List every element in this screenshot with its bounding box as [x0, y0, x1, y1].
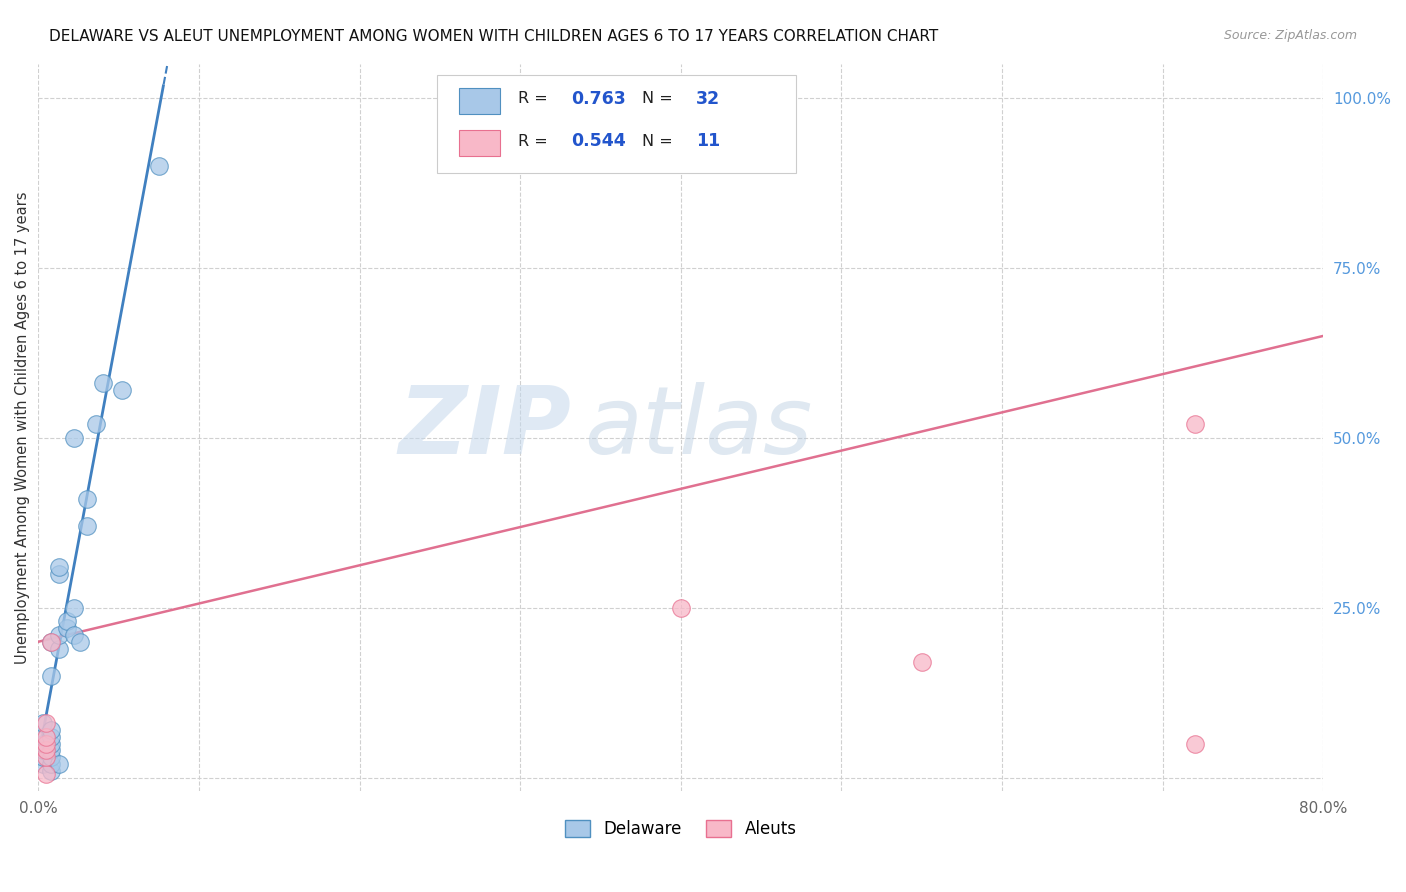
Text: 0.763: 0.763 — [572, 90, 626, 108]
Text: Source: ZipAtlas.com: Source: ZipAtlas.com — [1223, 29, 1357, 42]
Y-axis label: Unemployment Among Women with Children Ages 6 to 17 years: Unemployment Among Women with Children A… — [15, 192, 30, 664]
Point — [32, 737, 55, 751]
Point — [32, 716, 55, 731]
Point — [32, 757, 55, 772]
Point — [32, 743, 55, 757]
Text: ZIP: ZIP — [399, 382, 572, 474]
Bar — [458, 130, 499, 156]
Point — [39, 634, 62, 648]
Point — [56, 615, 79, 629]
Point — [62, 600, 84, 615]
Point — [39, 757, 62, 772]
Point — [48, 566, 70, 581]
Text: 0.544: 0.544 — [572, 132, 626, 150]
Point — [48, 560, 70, 574]
Point — [35, 716, 58, 731]
Text: R =: R = — [517, 92, 553, 106]
Point — [76, 491, 98, 506]
Point — [148, 159, 170, 173]
Point — [35, 737, 58, 751]
Text: 11: 11 — [696, 132, 720, 150]
Point — [39, 730, 62, 744]
Point — [76, 519, 98, 533]
Point — [35, 730, 58, 744]
Point — [35, 743, 58, 757]
Point — [39, 750, 62, 764]
Point — [111, 384, 134, 398]
Point — [62, 431, 84, 445]
Bar — [458, 88, 499, 113]
Legend: Delaware, Aleuts: Delaware, Aleuts — [558, 814, 803, 845]
Point — [56, 621, 79, 635]
Point — [911, 655, 934, 669]
Point — [62, 628, 84, 642]
Text: N =: N = — [643, 134, 678, 149]
Point — [1184, 737, 1206, 751]
Point — [39, 743, 62, 757]
Point — [48, 641, 70, 656]
Point — [32, 750, 55, 764]
Point — [32, 730, 55, 744]
Point — [48, 628, 70, 642]
Point — [35, 750, 58, 764]
Text: 32: 32 — [696, 90, 720, 108]
Point — [1184, 417, 1206, 432]
Point — [69, 634, 91, 648]
Point — [91, 376, 114, 391]
Point — [669, 600, 692, 615]
Point — [48, 757, 70, 772]
Point — [39, 669, 62, 683]
Text: DELAWARE VS ALEUT UNEMPLOYMENT AMONG WOMEN WITH CHILDREN AGES 6 TO 17 YEARS CORR: DELAWARE VS ALEUT UNEMPLOYMENT AMONG WOM… — [49, 29, 938, 44]
Point — [35, 767, 58, 781]
Point — [39, 737, 62, 751]
Point — [39, 723, 62, 738]
Point — [39, 764, 62, 778]
Point — [39, 634, 62, 648]
Point — [84, 417, 107, 432]
Text: R =: R = — [517, 134, 553, 149]
Text: atlas: atlas — [585, 382, 813, 473]
FancyBboxPatch shape — [437, 75, 796, 173]
Text: N =: N = — [643, 92, 678, 106]
